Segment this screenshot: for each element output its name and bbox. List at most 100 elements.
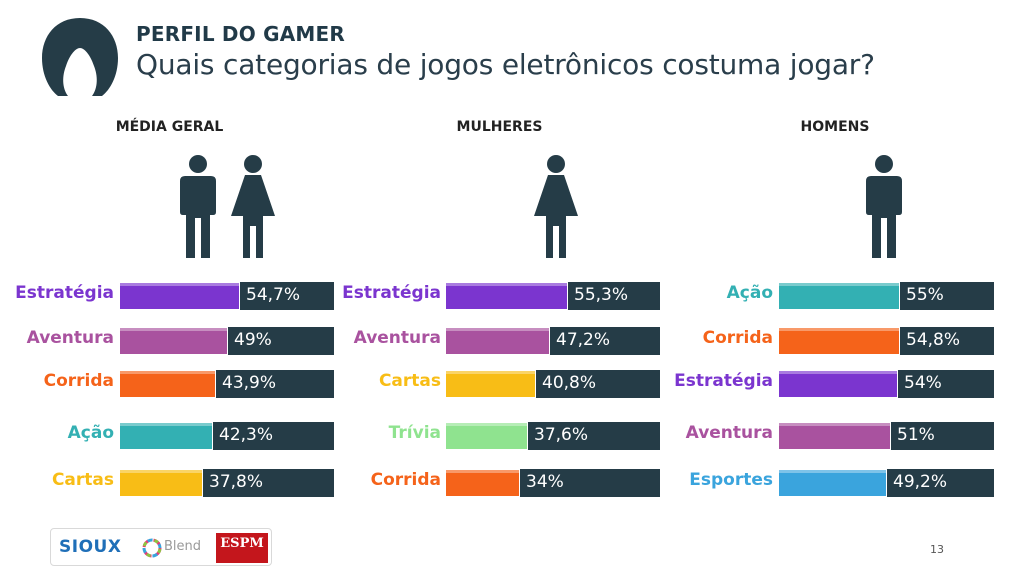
blend-logo: Blend (164, 539, 202, 554)
bar-row: Corrida 34% (0, 469, 660, 497)
bar-row: Estratégia 54% (0, 370, 994, 398)
bar-row: Cartas 40,8% (0, 370, 660, 398)
page-number: 13 (930, 543, 944, 556)
panel-title: HOMENS (800, 119, 870, 135)
blend-logo-icon (142, 538, 162, 558)
bar-row: Estratégia 54,7% (0, 282, 334, 310)
man-icon (180, 155, 216, 258)
value-label: 54,7% (246, 285, 301, 305)
bar-track: 37,6% (445, 422, 660, 450)
chart-panel-media-geral: MÉDIA GERAL Estratégia 54,7% Aventura 49% Co… (0, 0, 340, 576)
value-label: 42,3% (219, 425, 274, 445)
woman-icon (534, 155, 578, 258)
value-label: 47,2% (556, 330, 611, 350)
espm-logo-text: ESPM (220, 536, 264, 551)
bar-fill (119, 370, 216, 398)
figures-svg (180, 155, 275, 258)
category-label: Ação (67, 423, 114, 443)
chart-panel-homens: HOMENS Ação 55% Corrida 54,8% Estratégia 54% A… (0, 0, 994, 576)
panel-title: MULHERES (456, 119, 543, 135)
chart-panel-mulheres: MULHERES Estratégia 55,3% Aventura 47,2% Car… (0, 0, 660, 576)
bar-track: 43,9% (119, 370, 334, 398)
category-label: Trívia (388, 423, 441, 443)
value-label: 34% (526, 472, 564, 492)
category-label: Cartas (378, 371, 441, 391)
profile-silhouette-icon (42, 18, 118, 96)
bar-track: 37,8% (119, 469, 334, 497)
bar-row: Estratégia 55,3% (0, 282, 660, 310)
bar-track: 55% (778, 282, 994, 310)
value-label: 54% (904, 373, 942, 393)
bar-row: Esportes 49,2% (0, 469, 994, 497)
bar-fill (778, 327, 900, 355)
figures-group (0, 154, 578, 260)
bar-row: Cartas 37,8% (0, 469, 334, 497)
category-label: Estratégia (15, 283, 114, 303)
bar-row: Trívia 37,6% (0, 422, 660, 450)
category-label: Aventura (353, 328, 441, 348)
category-label: Aventura (685, 423, 773, 443)
bar-track: 54% (778, 370, 994, 398)
bar-row: Ação 55% (0, 282, 994, 310)
bar-row: Corrida 43,9% (0, 370, 334, 398)
category-label: Estratégia (674, 371, 773, 391)
bar-fill (778, 422, 891, 450)
bar-fill (119, 422, 213, 450)
value-label: 37,8% (209, 472, 264, 492)
value-label: 49% (234, 330, 272, 350)
bar-fill (778, 370, 898, 398)
category-label: Corrida (702, 328, 773, 348)
bar-row: Aventura 51% (0, 422, 994, 450)
value-label: 49,2% (893, 472, 948, 492)
category-label: Ação (726, 283, 773, 303)
page-title: Quais categorias de jogos eletrônicos co… (136, 48, 875, 81)
bar-track: 49% (119, 327, 334, 355)
bar-track: 55,3% (445, 282, 660, 310)
category-label: Cartas (51, 470, 114, 490)
bar-row: Aventura 49% (0, 327, 334, 355)
category-label: Corrida (370, 470, 441, 490)
bar-track: 40,8% (445, 370, 660, 398)
category-label: Corrida (43, 371, 114, 391)
man-icon (866, 155, 902, 258)
category-label: Estratégia (342, 283, 441, 303)
bar-row: Aventura 47,2% (0, 327, 660, 355)
category-label: Aventura (26, 328, 114, 348)
value-label: 54,8% (906, 330, 961, 350)
bar-fill (119, 469, 203, 497)
bar-fill (119, 282, 240, 310)
sioux-logo: SIOUX (59, 537, 122, 557)
bar-track: 47,2% (445, 327, 660, 355)
bar-fill (445, 469, 520, 497)
value-label: 40,8% (542, 373, 597, 393)
page-kicker: PERFIL DO GAMER (136, 22, 345, 46)
bar-fill (445, 327, 550, 355)
bar-track: 54,7% (119, 282, 334, 310)
figures-svg (866, 155, 902, 258)
partner-logos: SIOUX Blend ESPM (50, 528, 272, 566)
panel-title: MÉDIA GERAL (115, 119, 224, 135)
value-label: 55,3% (574, 285, 629, 305)
bar-track: 42,3% (119, 422, 334, 450)
figures-group (0, 154, 902, 260)
bar-fill (119, 327, 228, 355)
value-label: 55% (906, 285, 944, 305)
bar-row: Ação 42,3% (0, 422, 334, 450)
bar-fill (778, 282, 900, 310)
bar-track: 34% (445, 469, 660, 497)
category-label: Esportes (689, 470, 773, 490)
bar-fill (445, 282, 568, 310)
bar-track: 51% (778, 422, 994, 450)
bar-fill (445, 422, 528, 450)
bar-track: 49,2% (778, 469, 994, 497)
bar-track: 54,8% (778, 327, 994, 355)
bar-row: Corrida 54,8% (0, 327, 994, 355)
woman-icon (231, 155, 275, 258)
espm-logo: ESPM (216, 533, 268, 563)
bar-fill (778, 469, 887, 497)
value-label: 51% (897, 425, 935, 445)
bar-fill (445, 370, 536, 398)
value-label: 37,6% (534, 425, 589, 445)
figures-group (0, 154, 340, 260)
value-label: 43,9% (222, 373, 277, 393)
